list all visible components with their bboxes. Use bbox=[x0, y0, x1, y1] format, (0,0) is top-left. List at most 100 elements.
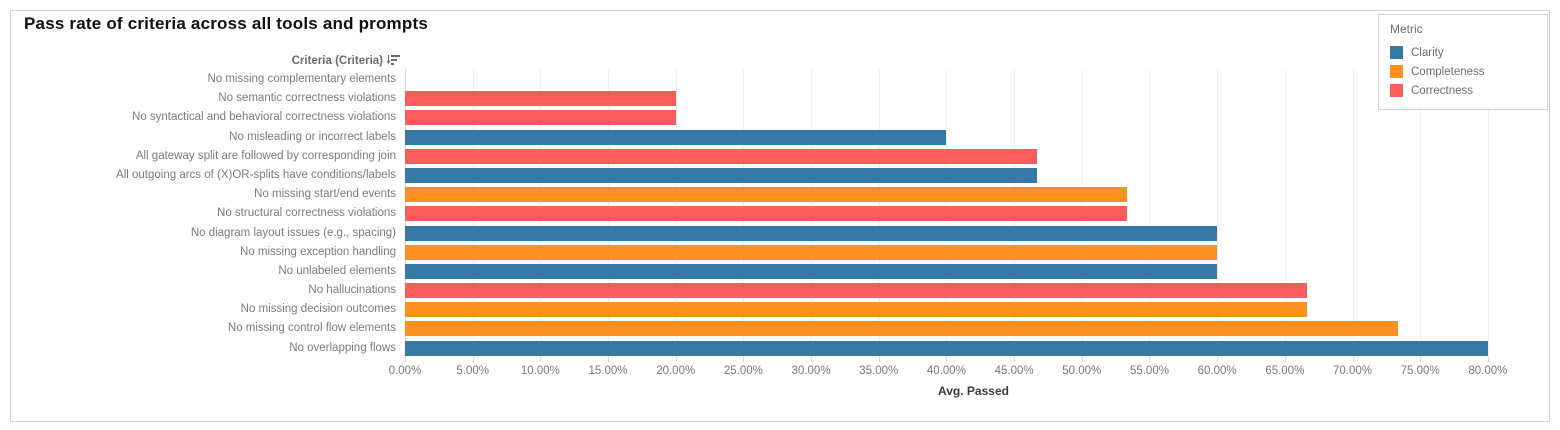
bar-track bbox=[405, 187, 1542, 203]
row-label[interactable]: No missing control flow elements bbox=[227, 322, 396, 335]
bar[interactable] bbox=[405, 187, 1127, 203]
axis-tick-label: 40.00% bbox=[926, 365, 966, 377]
axis-tick bbox=[1487, 358, 1489, 362]
x-axis-title: Avg. Passed bbox=[938, 384, 1009, 398]
table-row: No overlapping flows bbox=[0, 339, 1560, 358]
row-label[interactable]: No missing exception handling bbox=[240, 245, 396, 258]
bar[interactable] bbox=[405, 91, 676, 107]
bar[interactable] bbox=[405, 206, 1127, 222]
legend-swatch-icon bbox=[1390, 65, 1403, 78]
table-row: No missing decision outcomes bbox=[0, 300, 1560, 319]
row-label[interactable]: No semantic correctness violations bbox=[218, 92, 396, 105]
table-row: No structural correctness violations bbox=[0, 204, 1560, 223]
axis-tick-label: 10.00% bbox=[520, 365, 560, 377]
row-label[interactable]: No syntactical and behavioral correctnes… bbox=[132, 111, 396, 124]
legend-item[interactable]: Completeness bbox=[1390, 62, 1547, 81]
bar-track bbox=[405, 244, 1542, 260]
row-label[interactable]: No misleading or incorrect labels bbox=[229, 130, 396, 143]
bar-track bbox=[405, 148, 1542, 164]
legend-item-label: Correctness bbox=[1411, 84, 1473, 97]
bar[interactable] bbox=[405, 340, 1488, 356]
legend-item[interactable]: Clarity bbox=[1390, 43, 1547, 62]
axis-tick bbox=[946, 358, 948, 362]
table-row: No missing control flow elements bbox=[0, 319, 1560, 338]
row-label[interactable]: No unlabeled elements bbox=[278, 264, 396, 277]
bar[interactable] bbox=[405, 167, 1037, 183]
axis-tick-label: 35.00% bbox=[859, 365, 899, 377]
row-label[interactable]: No missing start/end events bbox=[254, 188, 396, 201]
bar-track bbox=[405, 340, 1542, 356]
bar-track bbox=[405, 110, 1542, 126]
axis-tick bbox=[1149, 358, 1151, 362]
bar-track bbox=[405, 225, 1542, 241]
axis-tick-label: 75.00% bbox=[1400, 365, 1440, 377]
axis-tick bbox=[1014, 358, 1016, 362]
table-row: All outgoing arcs of (X)OR-splits have c… bbox=[0, 166, 1560, 185]
bar[interactable] bbox=[405, 263, 1218, 279]
bar-track bbox=[405, 129, 1542, 145]
table-row: No hallucinations bbox=[0, 281, 1560, 300]
bar[interactable] bbox=[405, 129, 947, 145]
axis-tick-label: 55.00% bbox=[1129, 365, 1169, 377]
axis-tick-label: 30.00% bbox=[791, 365, 831, 377]
bar-track bbox=[405, 167, 1542, 183]
bar-track bbox=[405, 263, 1542, 279]
axis-tick-label: 5.00% bbox=[456, 365, 489, 377]
criteria-column-header[interactable]: Criteria (Criteria) bbox=[0, 53, 400, 68]
row-label[interactable]: No missing decision outcomes bbox=[240, 303, 396, 316]
axis-tick bbox=[675, 358, 677, 362]
axis-tick-label: 80.00% bbox=[1468, 365, 1508, 377]
bar-track bbox=[405, 283, 1542, 299]
bar[interactable] bbox=[405, 302, 1308, 318]
x-axis-tick-labels: 0.00% 5.00% 10.00% 15.00% 20.00% 25.00% 30.00%… bbox=[389, 365, 1542, 379]
row-label[interactable]: No structural correctness violations bbox=[217, 207, 396, 220]
table-row: No misleading or incorrect labels bbox=[0, 128, 1560, 147]
bar[interactable] bbox=[405, 283, 1308, 299]
legend-title: Metric bbox=[1390, 22, 1423, 36]
table-row: No unlabeled elements bbox=[0, 262, 1560, 281]
table-row: All gateway split are followed by corres… bbox=[0, 147, 1560, 166]
axis-tick bbox=[1284, 358, 1286, 362]
x-axis-ticks bbox=[405, 358, 1542, 363]
axis-tick-label: 25.00% bbox=[723, 365, 763, 377]
bar-track bbox=[405, 72, 1542, 87]
row-label[interactable]: No missing complementary elements bbox=[207, 73, 396, 85]
table-row: No diagram layout issues (e.g., spacing) bbox=[0, 224, 1560, 243]
axis-tick-label: 15.00% bbox=[588, 365, 628, 377]
row-label[interactable]: No overlapping flows bbox=[289, 341, 396, 354]
legend-panel: Metric Clarity Completeness Correctness bbox=[1378, 14, 1548, 110]
sort-descending-icon[interactable] bbox=[386, 55, 400, 66]
bar[interactable] bbox=[405, 244, 1218, 260]
gridline bbox=[1352, 68, 1354, 358]
bar-track bbox=[405, 321, 1542, 337]
axis-tick-label: 50.00% bbox=[1062, 365, 1102, 377]
legend-swatch-icon bbox=[1390, 84, 1403, 97]
gridline bbox=[1420, 68, 1422, 358]
bar-track bbox=[405, 206, 1542, 222]
axis-tick-label: 0.00% bbox=[388, 365, 422, 377]
legend-items: Clarity Completeness Correctness bbox=[1390, 43, 1547, 100]
row-label[interactable]: No hallucinations bbox=[308, 284, 396, 297]
row-label[interactable]: All outgoing arcs of (X)OR-splits have c… bbox=[116, 168, 396, 181]
axis-tick bbox=[743, 358, 745, 362]
axis-tick bbox=[1081, 358, 1083, 362]
legend-swatch-icon bbox=[1390, 46, 1403, 59]
axis-tick bbox=[1217, 358, 1219, 362]
axis-tick-label: 65.00% bbox=[1265, 365, 1305, 377]
criteria-header-label: Criteria (Criteria) bbox=[291, 54, 383, 67]
row-label[interactable]: No diagram layout issues (e.g., spacing) bbox=[190, 226, 396, 239]
axis-tick-label: 70.00% bbox=[1332, 365, 1373, 377]
axis-tick-label: 20.00% bbox=[656, 365, 696, 377]
gridline bbox=[1284, 68, 1286, 358]
bar[interactable] bbox=[405, 148, 1037, 164]
table-row: No semantic correctness violations bbox=[0, 89, 1560, 108]
bar[interactable] bbox=[405, 225, 1218, 241]
row-label[interactable]: All gateway split are followed by corres… bbox=[135, 149, 396, 162]
axis-tick bbox=[1352, 358, 1354, 362]
axis-tick bbox=[1420, 358, 1422, 362]
bar[interactable] bbox=[405, 321, 1398, 337]
bar[interactable] bbox=[405, 110, 676, 126]
legend-item[interactable]: Correctness bbox=[1390, 81, 1547, 100]
axis-tick bbox=[878, 358, 880, 362]
gridline bbox=[1217, 68, 1219, 358]
